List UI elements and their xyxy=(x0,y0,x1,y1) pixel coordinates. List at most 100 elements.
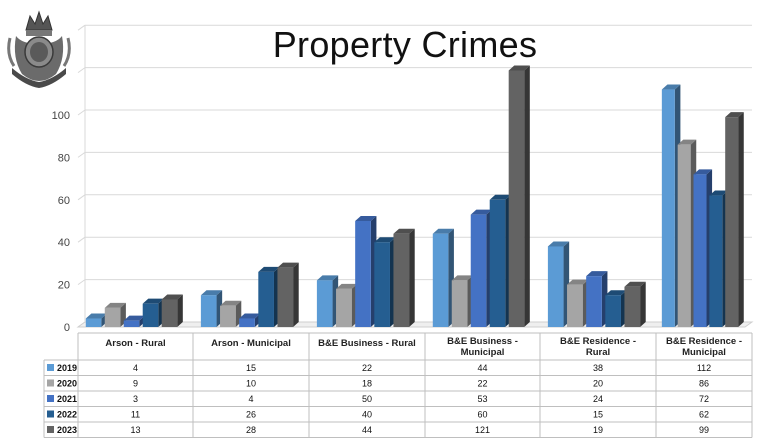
data-label: 18 xyxy=(362,379,372,389)
data-label: 62 xyxy=(699,410,709,420)
data-label: 112 xyxy=(697,363,711,373)
data-label: 24 xyxy=(593,394,603,404)
bar-front xyxy=(374,242,390,327)
bar xyxy=(316,275,339,327)
bar-top xyxy=(104,302,126,308)
bar-top xyxy=(547,241,570,247)
legend-swatch xyxy=(47,395,54,402)
bar-front xyxy=(451,280,468,327)
bar xyxy=(470,209,492,327)
grid-lines xyxy=(77,24,752,328)
bar-top xyxy=(374,237,396,243)
bar-top xyxy=(336,283,358,289)
data-label: 19 xyxy=(593,425,603,435)
chart-title: Property Crimes xyxy=(272,24,538,65)
bar xyxy=(567,279,589,327)
data-label: 22 xyxy=(362,363,372,373)
bar xyxy=(586,271,608,327)
data-label: 44 xyxy=(362,425,372,435)
data-label: 38 xyxy=(593,363,603,373)
bar-top xyxy=(725,112,744,118)
bar-front xyxy=(470,214,487,327)
bar-side xyxy=(640,281,646,327)
bar-side xyxy=(177,294,183,327)
bar xyxy=(200,290,223,327)
bar-front xyxy=(508,70,525,327)
bar-top xyxy=(432,228,454,234)
bar-front xyxy=(709,195,723,327)
data-label: 11 xyxy=(131,410,140,420)
data-label: 26 xyxy=(246,410,256,420)
bar-front xyxy=(200,295,217,327)
legend-swatch xyxy=(47,426,54,433)
bar xyxy=(677,139,697,327)
category-label: Arson - Municipal xyxy=(211,338,291,349)
gridline-side xyxy=(77,24,86,31)
bar-front xyxy=(161,299,178,327)
bar xyxy=(725,112,744,328)
bar-top xyxy=(451,275,473,281)
bar-side xyxy=(524,65,530,327)
bar xyxy=(355,216,377,327)
chart-walls xyxy=(76,25,754,328)
bar xyxy=(547,241,570,327)
bar-top xyxy=(277,262,299,268)
bar-top xyxy=(605,290,627,296)
data-label: 40 xyxy=(362,410,372,420)
bar xyxy=(624,281,646,327)
bar-front xyxy=(85,318,102,327)
bar xyxy=(220,300,242,327)
legend-label: 2020 xyxy=(57,379,77,389)
bar-top xyxy=(200,290,223,296)
bar xyxy=(451,275,473,327)
data-label: 28 xyxy=(246,425,256,435)
bar-top xyxy=(220,300,242,306)
bar-top xyxy=(508,65,530,71)
bar-top xyxy=(142,298,164,304)
bar-front xyxy=(432,233,449,327)
rcmp-crest-logo xyxy=(7,10,71,88)
data-table: Arson - Rural Arson - Municipal B&E Busine… xyxy=(43,332,753,438)
legend-label: 2022 xyxy=(57,410,77,420)
bar-front xyxy=(393,233,410,327)
data-label: 10 xyxy=(246,379,256,389)
bar-top xyxy=(624,281,646,287)
data-label: 60 xyxy=(477,410,487,420)
data-label: 13 xyxy=(130,425,140,435)
legend-label: 2023 xyxy=(57,425,77,435)
category-label: B&E Business -Municipal xyxy=(447,336,518,358)
bar xyxy=(508,65,530,327)
category-label: B&E Residence -Municipal xyxy=(666,336,742,358)
bar-front xyxy=(220,305,236,327)
bar xyxy=(693,169,713,327)
bar-front xyxy=(336,288,352,327)
bar-front xyxy=(693,174,707,327)
bar-front xyxy=(239,318,255,327)
bar-front xyxy=(605,295,621,327)
bar-top xyxy=(567,279,589,285)
bar-top xyxy=(693,169,713,175)
legend-label: 2019 xyxy=(57,363,77,373)
gridline-side xyxy=(77,236,86,243)
data-label: 86 xyxy=(699,379,709,389)
data-label: 4 xyxy=(248,394,253,404)
data-label: 121 xyxy=(475,425,490,435)
data-label: 15 xyxy=(593,410,603,420)
bar-top xyxy=(258,266,280,272)
bar xyxy=(489,194,511,327)
data-label: 20 xyxy=(593,379,603,389)
data-label: 99 xyxy=(699,425,709,435)
bars xyxy=(85,65,744,328)
legend-swatch xyxy=(47,379,54,387)
bar xyxy=(605,290,627,327)
bar-front xyxy=(586,276,602,327)
data-label: 9 xyxy=(133,379,138,389)
bar-front xyxy=(677,144,691,327)
bar-front xyxy=(277,267,294,327)
bar-front xyxy=(258,271,274,327)
y-tick-label: 100 xyxy=(52,110,70,122)
bar xyxy=(161,294,183,327)
bar-top xyxy=(586,271,608,277)
data-label: 72 xyxy=(699,394,709,404)
